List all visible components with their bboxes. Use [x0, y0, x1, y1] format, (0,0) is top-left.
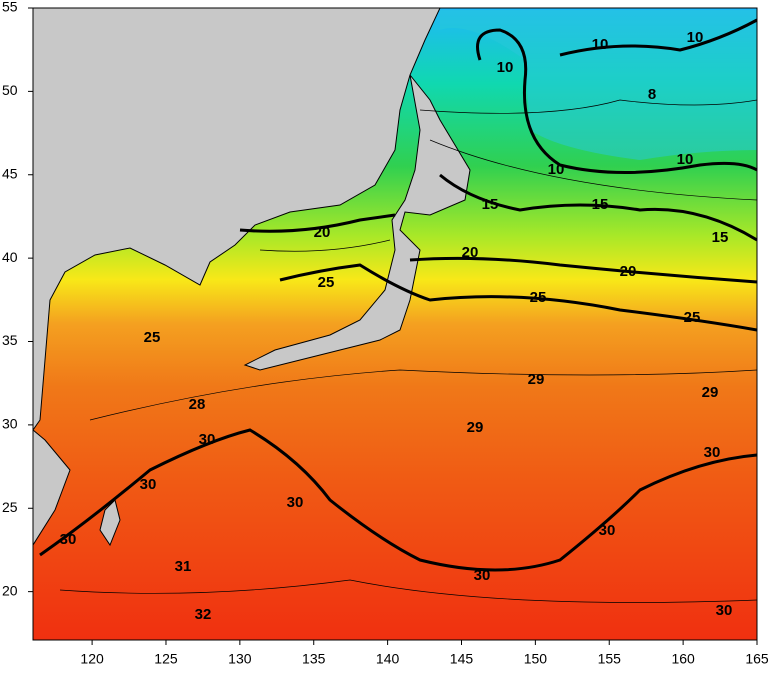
contour-label: 20 [314, 224, 331, 241]
x-tick-label: 145 [450, 651, 474, 667]
contour-label: 20 [620, 263, 637, 280]
x-tick-label: 155 [598, 651, 622, 667]
plot-frame [32, 7, 758, 641]
contour-label: 30 [716, 602, 733, 619]
y-tick-label: 45 [2, 165, 18, 181]
mainland [33, 8, 441, 431]
map-area [33, 8, 757, 640]
x-tick-label: 120 [80, 651, 104, 667]
x-tick-label: 125 [154, 651, 178, 667]
x-tick-label: 130 [228, 651, 252, 667]
contour-label: 20 [462, 244, 479, 261]
contour-label: 15 [482, 196, 499, 213]
x-tick-label: 135 [302, 651, 326, 667]
contour-label: 15 [712, 229, 729, 246]
contour-label: 10 [592, 36, 609, 53]
contour-label: 10 [548, 161, 565, 178]
contour-label: 25 [530, 289, 547, 306]
x-tick-label: 165 [745, 651, 769, 667]
contour-label: 25 [318, 274, 335, 291]
contour-label: 30 [704, 444, 721, 461]
contour-label: 10 [497, 59, 514, 76]
y-tick-label: 20 [2, 582, 18, 598]
contour-label: 31 [175, 558, 192, 575]
contour-label: 25 [144, 329, 161, 346]
contour-label: 29 [467, 419, 484, 436]
contour-label: 10 [687, 29, 704, 46]
contour-label: 8 [648, 86, 656, 103]
y-tick-label: 35 [2, 332, 18, 348]
minor-contours [59, 99, 757, 603]
contour-label: 30 [287, 494, 304, 511]
contour-label: 15 [592, 196, 609, 213]
contour-label: 30 [474, 567, 491, 584]
china-coast [33, 429, 71, 546]
japan [243, 74, 471, 371]
contour-label: 29 [528, 371, 545, 388]
cold-water [440, 10, 757, 160]
contour-label: 30 [140, 476, 157, 493]
contour-label: 30 [199, 431, 216, 448]
x-tick-label: 160 [671, 651, 695, 667]
contour-label: 28 [189, 396, 206, 413]
y-tick-label: 30 [2, 416, 18, 432]
contour-label: 25 [684, 309, 701, 326]
y-tick-label: 50 [2, 82, 18, 98]
y-tick-label: 25 [2, 499, 18, 515]
contour-label: 30 [60, 531, 77, 548]
contour-label: 29 [702, 384, 719, 401]
x-tick-label: 150 [524, 651, 548, 667]
major-contours [39, 18, 757, 572]
contour-label: 30 [599, 522, 616, 539]
y-tick-label: 55 [2, 0, 18, 15]
x-tick-label: 140 [376, 651, 400, 667]
contour-label: 10 [677, 151, 694, 168]
contour-label: 32 [195, 606, 212, 623]
y-tick-label: 40 [2, 249, 18, 265]
